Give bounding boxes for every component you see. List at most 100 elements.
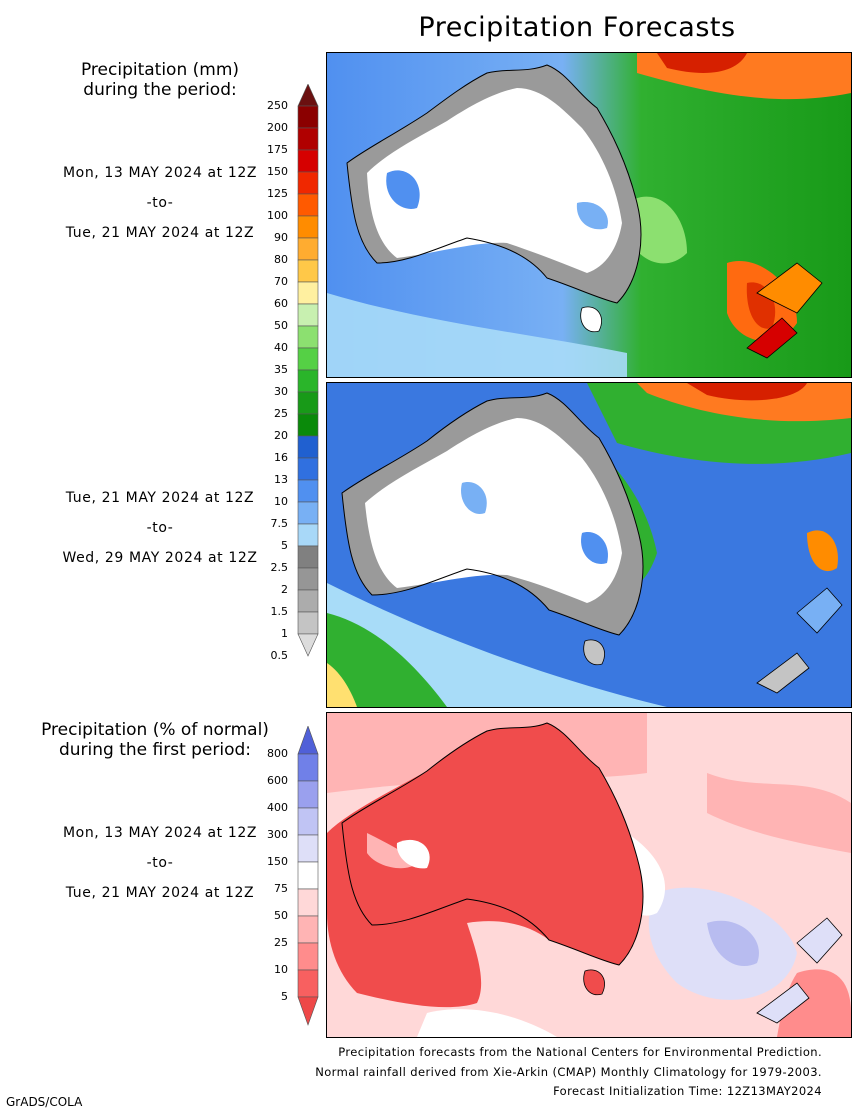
amount-colorbar-tick-label: 1: [281, 627, 288, 640]
amount-colorbar-swatch: [297, 259, 319, 283]
amount-colorbar-top-arrow: [297, 84, 319, 107]
amount-colorbar-swatch: [297, 347, 319, 371]
period1-end-label: Tue, 21 MAY 2024 at 12Z: [65, 225, 255, 241]
amount-colorbar-swatch: [297, 567, 319, 591]
amount-legend-heading: Precipitation (mm) during the period:: [20, 60, 300, 100]
percent-colorbar-swatch: [297, 915, 319, 944]
forecast-map-period1-canvas: [327, 53, 851, 377]
amount-colorbar-tick-label: 80: [274, 253, 288, 266]
amount-colorbar-tick-label: 5: [281, 539, 288, 552]
percent-colorbar-swatch: [297, 780, 319, 809]
amount-colorbar-swatch: [297, 413, 319, 437]
amount-colorbar-swatch: [297, 171, 319, 195]
amount-colorbar-tick-label: 30: [274, 385, 288, 398]
amount-colorbar-tick-label: 20: [274, 429, 288, 442]
percent-colorbar-tick-label: 400: [267, 801, 288, 814]
amount-colorbar-tick-label: 16: [274, 451, 288, 464]
amount-colorbar-tick-label: 13: [274, 473, 288, 486]
amount-colorbar-swatch: [297, 545, 319, 569]
percent-colorbar-tick-label: 10: [274, 963, 288, 976]
amount-colorbar-swatch: [297, 149, 319, 173]
percent-normal-map-canvas: [327, 713, 851, 1037]
percent-colorbar-tick-label: 5: [281, 990, 288, 1003]
footer-notes: Precipitation forecasts from the Nationa…: [315, 1043, 822, 1102]
amount-colorbar-tick-label: 25: [274, 407, 288, 420]
amount-colorbar-swatch: [297, 479, 319, 503]
percent-colorbar-tick-label: 75: [274, 882, 288, 895]
forecast-map-period2: [326, 382, 852, 708]
amount-colorbar-tick-label: 250: [267, 99, 288, 112]
amount-colorbar-swatch: [297, 215, 319, 239]
amount-colorbar-swatch: [297, 523, 319, 547]
period3-sep-label: -to-: [146, 855, 174, 871]
percent-colorbar-tick-label: 50: [274, 909, 288, 922]
amount-colorbar-bottom-arrow: [297, 633, 319, 657]
footer-line3: Forecast Initialization Time: 12Z13MAY20…: [553, 1084, 822, 1098]
amount-colorbar-tick-label: 1.5: [270, 605, 289, 618]
amount-colorbar-swatch: [297, 325, 319, 349]
amount-colorbar-swatch: [297, 589, 319, 613]
percent-colorbar-swatch: [297, 834, 319, 863]
amount-colorbar-swatch: [297, 105, 319, 129]
percent-colorbar-tick-label: 800: [267, 747, 288, 760]
percent-legend-heading-line2: during the first period:: [58, 740, 252, 760]
amount-colorbar-tick-label: 2.5: [270, 561, 289, 574]
amount-colorbar-swatch: [297, 281, 319, 305]
forecast-map-period1: [326, 52, 852, 378]
percent-colorbar-swatch: [297, 969, 319, 998]
percent-colorbar-tick-label: 25: [274, 936, 288, 949]
amount-colorbar-swatch: [297, 611, 319, 635]
forecast-map-period2-canvas: [327, 383, 851, 707]
amount-colorbar-tick-label: 175: [267, 143, 288, 156]
percent-colorbar-swatch: [297, 942, 319, 971]
grads-credit: GrADS/COLA: [6, 1095, 83, 1109]
amount-colorbar-tick-label: 60: [274, 297, 288, 310]
amount-colorbar-tick-label: 35: [274, 363, 288, 376]
amount-colorbar-swatch: [297, 501, 319, 525]
percent-colorbar-top-arrow: [297, 726, 319, 755]
amount-colorbar-swatch: [297, 369, 319, 393]
amount-colorbar-swatch: [297, 193, 319, 217]
amount-colorbar-swatch: [297, 303, 319, 327]
amount-colorbar-tick-label: 50: [274, 319, 288, 332]
australia-landmass-3: [327, 723, 643, 1008]
percent-colorbar-bottom-arrow: [297, 996, 319, 1026]
percent-legend-heading-line1: Precipitation (% of normal): [41, 720, 269, 740]
amount-colorbar-tick-label: 2: [281, 583, 288, 596]
percent-legend-heading: Precipitation (% of normal) during the f…: [10, 720, 300, 760]
amount-colorbar-tick-label: 7.5: [270, 517, 289, 530]
amount-colorbar-swatch: [297, 237, 319, 261]
period1-sep-label: -to-: [146, 195, 174, 211]
page-title: Precipitation Forecasts: [418, 12, 736, 43]
amount-colorbar-swatch: [297, 391, 319, 415]
amount-colorbar-tick-label: 100: [267, 209, 288, 222]
percent-colorbar-tick-label: 600: [267, 774, 288, 787]
percent-colorbar: [297, 726, 319, 1026]
percent-colorbar-swatch: [297, 753, 319, 782]
percent-colorbar-swatch: [297, 807, 319, 836]
period2-start-label: Tue, 21 MAY 2024 at 12Z: [65, 490, 255, 506]
amount-colorbar-tick-label: 150: [267, 165, 288, 178]
amount-colorbar-swatch: [297, 435, 319, 459]
amount-legend-heading-line1: Precipitation (mm): [80, 60, 240, 80]
amount-colorbar-tick-label: 10: [274, 495, 288, 508]
percent-colorbar-swatch: [297, 861, 319, 890]
australia-landmass-2: [342, 393, 643, 635]
percent-colorbar-tick-label: 300: [267, 828, 288, 841]
period3-end-label: Tue, 21 MAY 2024 at 12Z: [65, 885, 255, 901]
amount-colorbar: [297, 84, 319, 657]
footer-line2: Normal rainfall derived from Xie-Arkin (…: [315, 1064, 822, 1079]
period3-start-label: Mon, 13 MAY 2024 at 12Z: [62, 825, 258, 841]
amount-colorbar-swatch: [297, 457, 319, 481]
amount-colorbar-tick-label: 40: [274, 341, 288, 354]
amount-colorbar-swatch: [297, 127, 319, 151]
period2-sep-label: -to-: [146, 520, 174, 536]
amount-colorbar-tick-label: 200: [267, 121, 288, 134]
amount-colorbar-tick-label: 125: [267, 187, 288, 200]
amount-legend-heading-line2: during the period:: [83, 80, 237, 100]
amount-colorbar-tick-label: 70: [274, 275, 288, 288]
percent-normal-map: [326, 712, 852, 1038]
amount-colorbar-tick-label: 90: [274, 231, 288, 244]
amount-colorbar-tick-label: 0.5: [270, 649, 289, 662]
period1-start-label: Mon, 13 MAY 2024 at 12Z: [62, 165, 258, 181]
